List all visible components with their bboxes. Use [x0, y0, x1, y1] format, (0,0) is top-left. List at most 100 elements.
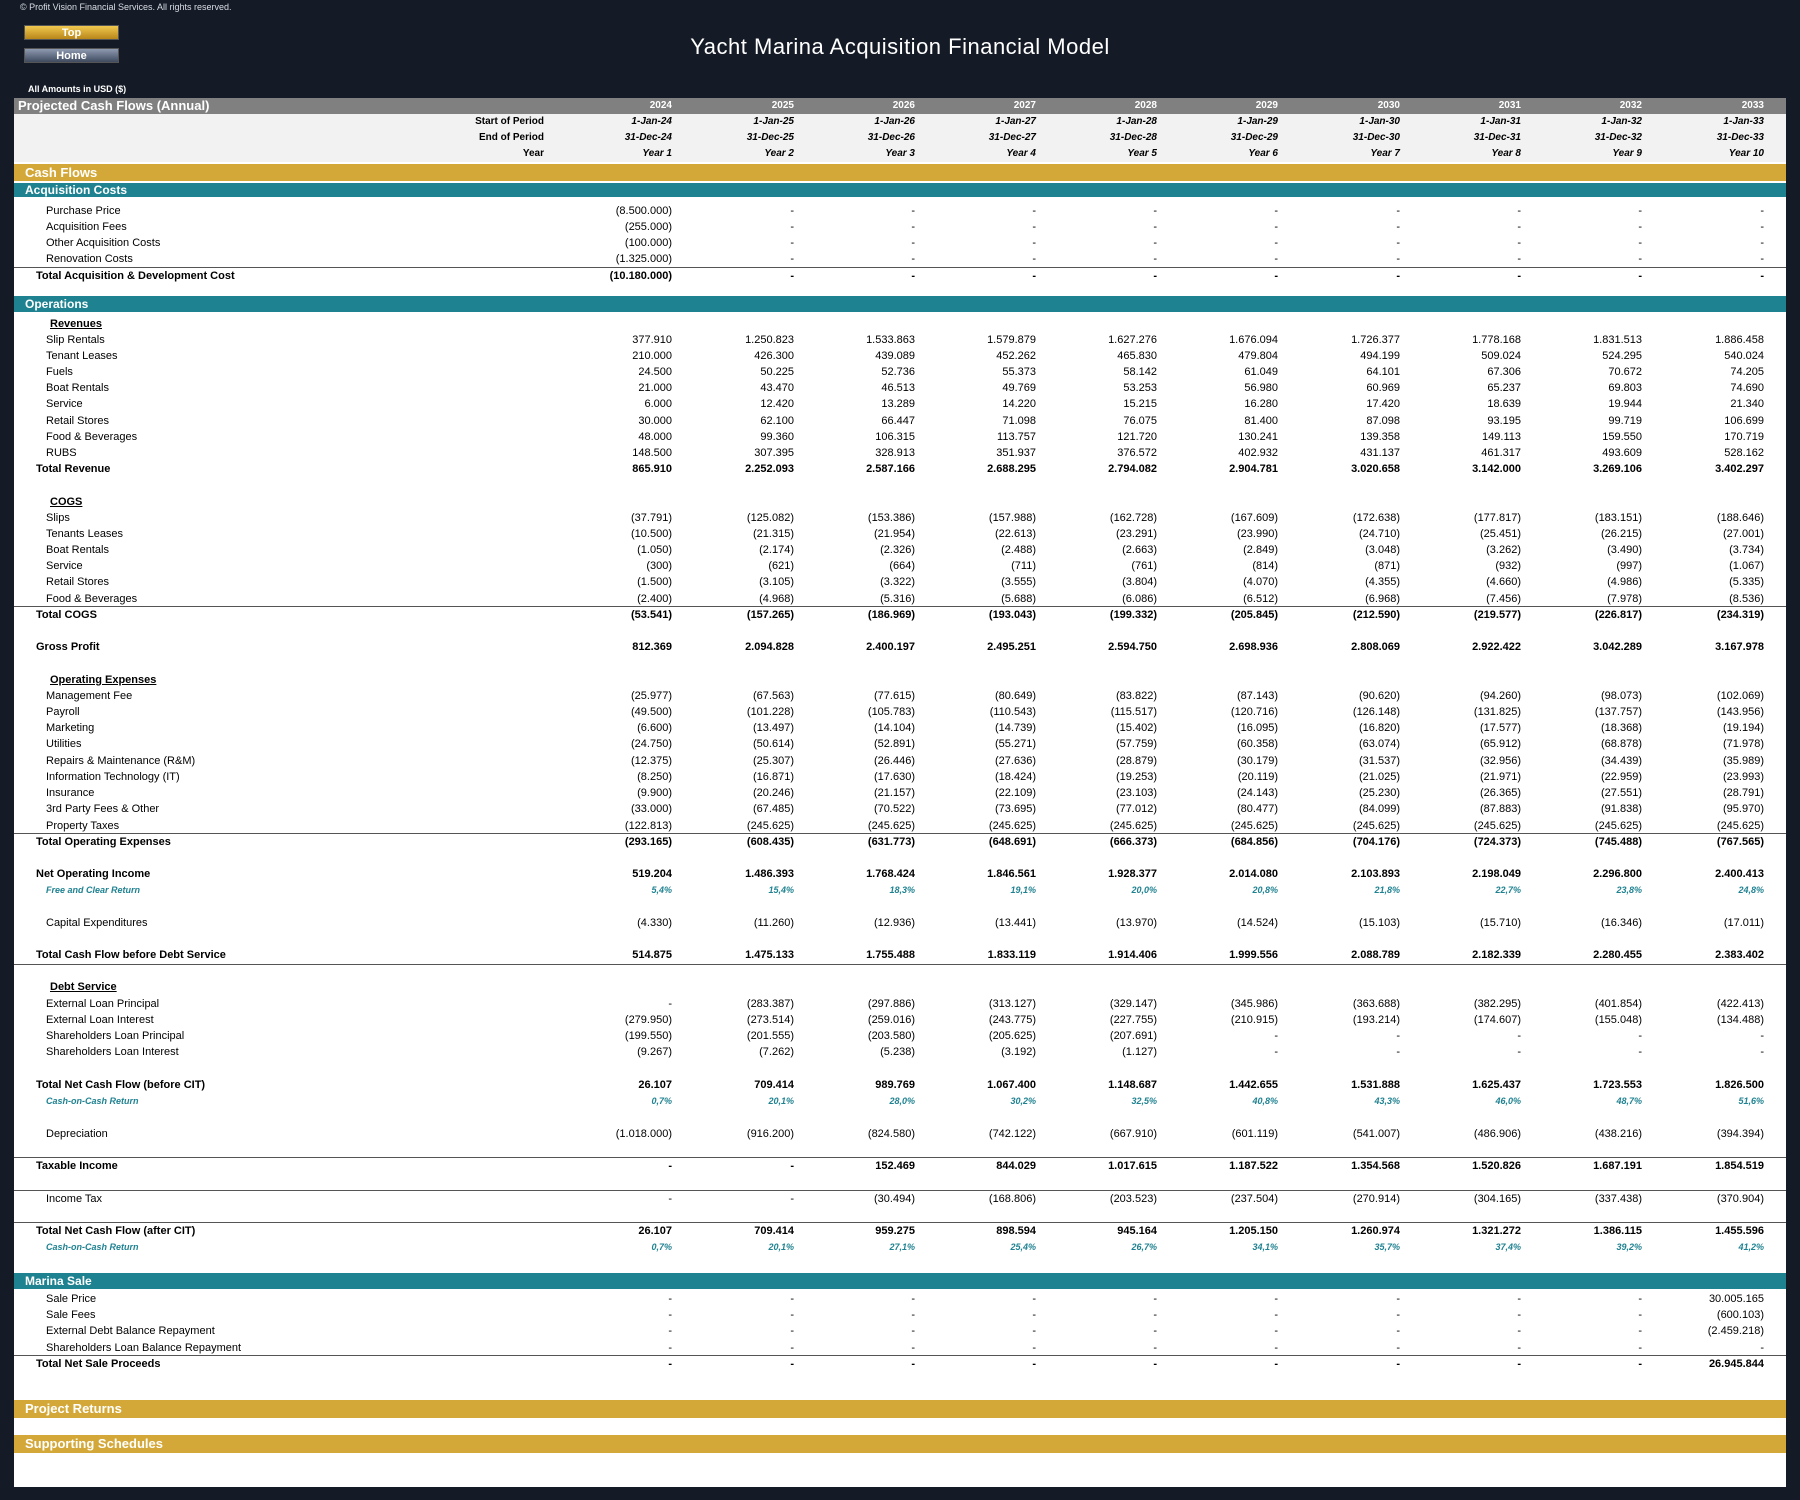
value-cell: (237.504) — [1230, 1193, 1278, 1205]
value-cell: - — [1274, 205, 1278, 217]
value-cell: - — [1517, 1046, 1521, 1058]
table-row: Fuels 24.500 50.225 52.736 55.373 58.142 61.04… — [14, 364, 1786, 380]
value-cell: - — [1517, 1030, 1521, 1042]
value-cell: (2.459.218) — [1707, 1325, 1764, 1337]
table-row: RUBS 148.500 307.395 328.913 351.937 376.572 4… — [14, 445, 1786, 461]
value-cell: (50.614) — [753, 738, 794, 750]
table-row: Payroll (49.500) (101.228) (105.783) (110.54… — [14, 704, 1786, 720]
value-cell: (102.069) — [1716, 690, 1764, 702]
value-cell: (37.791) — [631, 512, 672, 524]
value-cell: (226.817) — [1594, 609, 1642, 621]
value-cell: (31.537) — [1359, 755, 1400, 767]
total-row: Total Cash Flow before Debt Service 514.8… — [14, 947, 1786, 963]
value-cell: (245.625) — [867, 820, 915, 832]
value-cell: (3.322) — [880, 576, 915, 588]
value-cell: - — [1517, 1342, 1521, 1354]
value-cell: (201.555) — [746, 1030, 794, 1042]
value-cell: - — [1274, 1342, 1278, 1354]
value-cell: (3.490) — [1607, 544, 1642, 556]
value-cell: - — [1032, 253, 1036, 265]
row-divider — [14, 606, 1786, 607]
value-cell: 170.719 — [1724, 431, 1764, 443]
value-cell: (2.663) — [1122, 544, 1157, 556]
value-cell: 26.107 — [638, 1225, 672, 1237]
value-cell: (422.413) — [1716, 998, 1764, 1010]
value-cell: (273.514) — [746, 1014, 794, 1026]
value-cell: (24.750) — [631, 738, 672, 750]
value-cell: (168.806) — [988, 1193, 1036, 1205]
value-cell: 2.280.455 — [1593, 949, 1642, 961]
value-cell: (22.109) — [995, 787, 1036, 799]
value-cell: - — [1032, 221, 1036, 233]
section-subheader: Operating Expenses — [14, 672, 1786, 688]
value-cell: (95.970) — [1723, 803, 1764, 815]
value-cell: 1.625.437 — [1472, 1079, 1521, 1091]
value-cell: (245.625) — [1109, 820, 1157, 832]
value-cell: (3.262) — [1486, 544, 1521, 556]
value-cell: - — [1396, 237, 1400, 249]
table-row: Retail Stores 30.000 62.100 66.447 71.098 76.… — [14, 413, 1786, 429]
value-cell: (1.050) — [637, 544, 672, 556]
year-index-cell: Year 4 — [1006, 148, 1036, 159]
value-cell: (337.438) — [1594, 1193, 1642, 1205]
value-cell: 377.910 — [632, 334, 672, 346]
value-cell: (23.990) — [1237, 528, 1278, 540]
value-cell: 452.262 — [996, 350, 1036, 362]
value-cell: 307.395 — [754, 447, 794, 459]
value-cell: (313.127) — [988, 998, 1036, 1010]
top-button[interactable]: Top — [24, 25, 119, 40]
value-cell: 99.360 — [760, 431, 794, 443]
value-cell: (14.104) — [874, 722, 915, 734]
value-cell: 351.937 — [996, 447, 1036, 459]
value-cell: 35,7% — [1374, 1242, 1400, 1252]
value-cell: (704.176) — [1352, 836, 1400, 848]
table-row: External Loan Interest (279.950) (273.514)… — [14, 1012, 1786, 1028]
value-cell: - — [911, 237, 915, 249]
year-header-cell: 2032 — [1619, 100, 1642, 111]
band-operations: Operations — [14, 296, 1786, 312]
value-cell: (53.541) — [631, 609, 672, 621]
value-cell: - — [911, 1342, 915, 1354]
table-row: Sale Fees - - - - - - - - - (600.103) — [14, 1307, 1786, 1323]
year-header-cell: 2025 — [771, 100, 794, 111]
value-cell: (155.048) — [1594, 1014, 1642, 1026]
row-label: Repairs & Maintenance (R&M) — [46, 755, 196, 767]
value-cell: (3.555) — [1001, 576, 1036, 588]
value-cell: (8.250) — [637, 771, 672, 783]
value-cell: 26.945.844 — [1708, 1358, 1764, 1370]
value-cell: 20,8% — [1252, 885, 1278, 895]
value-cell: 2.400.413 — [1715, 868, 1764, 880]
value-cell: (199.332) — [1109, 609, 1157, 621]
value-cell: 74.690 — [1730, 382, 1764, 394]
value-cell: (172.638) — [1352, 512, 1400, 524]
value-cell: 1.687.191 — [1593, 1160, 1642, 1172]
value-cell: (219.577) — [1473, 609, 1521, 621]
value-cell: 1.017.615 — [1108, 1160, 1157, 1172]
home-button[interactable]: Home — [24, 48, 119, 63]
value-cell: (67.563) — [753, 690, 794, 702]
value-cell: (1.067) — [1729, 560, 1764, 572]
value-cell: 519.204 — [632, 868, 672, 880]
value-cell: - — [1032, 1358, 1036, 1370]
row-label: Information Technology (IT) — [46, 771, 180, 783]
value-cell: 21.000 — [638, 382, 672, 394]
value-cell: (1.018.000) — [615, 1128, 672, 1140]
value-cell: 1.321.272 — [1472, 1225, 1521, 1237]
value-cell: (98.073) — [1601, 690, 1642, 702]
value-cell: 106.699 — [1724, 415, 1764, 427]
year-index-cell: Year 5 — [1127, 148, 1157, 159]
value-cell: (297.886) — [867, 998, 915, 1010]
value-cell: 3.020.658 — [1351, 463, 1400, 475]
total-row: Gross Profit 812.369 2.094.828 2.400.197 2.4… — [14, 639, 1786, 655]
value-cell: 148.500 — [632, 447, 672, 459]
row-label: COGS — [50, 496, 83, 508]
value-cell: 493.609 — [1602, 447, 1642, 459]
row-label: Shareholders Loan Interest — [46, 1046, 179, 1058]
value-cell: 898.594 — [996, 1225, 1036, 1237]
value-cell: 53.253 — [1123, 382, 1157, 394]
row-label: Food & Beverages — [46, 593, 138, 605]
value-cell: 2.252.093 — [745, 463, 794, 475]
value-cell: (664) — [889, 560, 915, 572]
value-cell: - — [1638, 253, 1642, 265]
start-date-cell: 1-Jan-26 — [874, 116, 915, 127]
